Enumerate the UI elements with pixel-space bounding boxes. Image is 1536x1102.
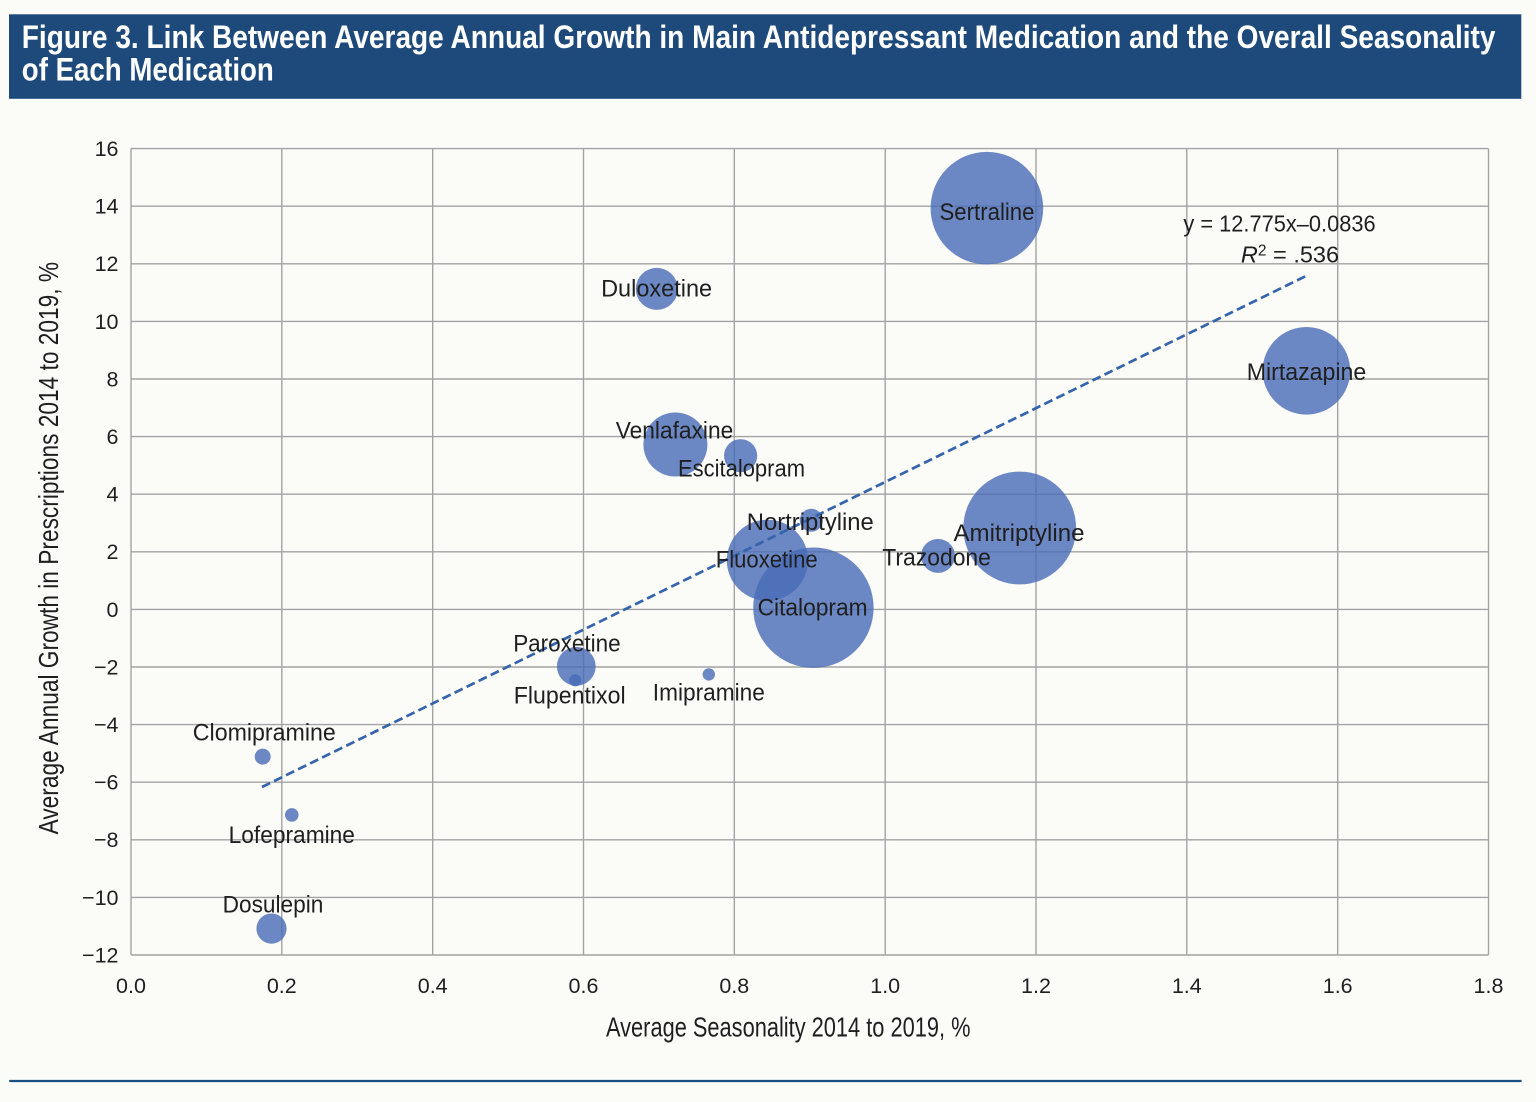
svg-text:Figure 3. Link Between Average: Figure 3. Link Between Average Annual Gr… — [22, 19, 1496, 55]
svg-text:1.6: 1.6 — [1323, 974, 1353, 998]
svg-text:Trazodone: Trazodone — [882, 545, 991, 572]
svg-text:Average Seasonality 2014 to 20: Average Seasonality 2014 to 2019, % — [606, 1012, 971, 1043]
svg-text:Clomipramine: Clomipramine — [193, 720, 336, 747]
svg-text:0.0: 0.0 — [116, 974, 146, 998]
svg-text:−4: −4 — [94, 713, 119, 737]
svg-text:12: 12 — [95, 252, 119, 276]
svg-text:1.2: 1.2 — [1021, 974, 1051, 998]
svg-text:Duloxetine: Duloxetine — [601, 276, 712, 303]
svg-text:8: 8 — [107, 367, 119, 391]
svg-text:0.2: 0.2 — [267, 974, 297, 998]
svg-text:Venlafaxine: Venlafaxine — [616, 418, 734, 445]
svg-text:y = 12.775x–0.0836: y = 12.775x–0.0836 — [1183, 211, 1375, 237]
svg-text:Flupentixol: Flupentixol — [514, 683, 626, 710]
svg-text:−6: −6 — [94, 771, 119, 795]
svg-text:16: 16 — [95, 137, 119, 161]
svg-text:2: 2 — [107, 540, 119, 564]
svg-text:of Each Medication: of Each Medication — [22, 51, 274, 87]
svg-text:−8: −8 — [94, 828, 119, 852]
svg-text:Dosulepin: Dosulepin — [223, 891, 324, 918]
svg-text:1.4: 1.4 — [1172, 974, 1202, 998]
svg-text:Average Annual Growth in Pres: Average Annual Growth in Prescriptions 2… — [33, 262, 64, 835]
svg-text:−2: −2 — [94, 655, 119, 679]
svg-text:Imipramine: Imipramine — [653, 680, 765, 707]
svg-text:Citalopram: Citalopram — [758, 595, 868, 622]
svg-text:Lofepramine: Lofepramine — [229, 822, 355, 849]
svg-text:0.4: 0.4 — [418, 974, 448, 998]
svg-text:Nortriptyline: Nortriptyline — [747, 509, 874, 536]
svg-text:4: 4 — [107, 483, 119, 507]
svg-text:Sertraline: Sertraline — [940, 199, 1035, 226]
svg-text:1.8: 1.8 — [1474, 974, 1504, 998]
svg-text:−12: −12 — [82, 943, 118, 967]
svg-text:−10: −10 — [82, 886, 119, 910]
svg-text:0.8: 0.8 — [719, 974, 749, 998]
svg-text:1.0: 1.0 — [870, 974, 900, 998]
svg-text:10: 10 — [95, 310, 119, 334]
svg-text:R2 = .536: R2 = .536 — [1241, 242, 1339, 268]
svg-text:Fluoxetine: Fluoxetine — [716, 547, 818, 574]
svg-text:0.6: 0.6 — [569, 974, 599, 998]
svg-text:0: 0 — [107, 598, 119, 622]
svg-text:6: 6 — [107, 425, 119, 449]
svg-text:14: 14 — [95, 195, 119, 219]
svg-text:Amitriptyline: Amitriptyline — [954, 520, 1085, 547]
svg-text:Paroxetine: Paroxetine — [513, 630, 620, 657]
svg-text:Mirtazapine: Mirtazapine — [1247, 359, 1367, 386]
svg-text:Escitalopram: Escitalopram — [678, 456, 805, 483]
